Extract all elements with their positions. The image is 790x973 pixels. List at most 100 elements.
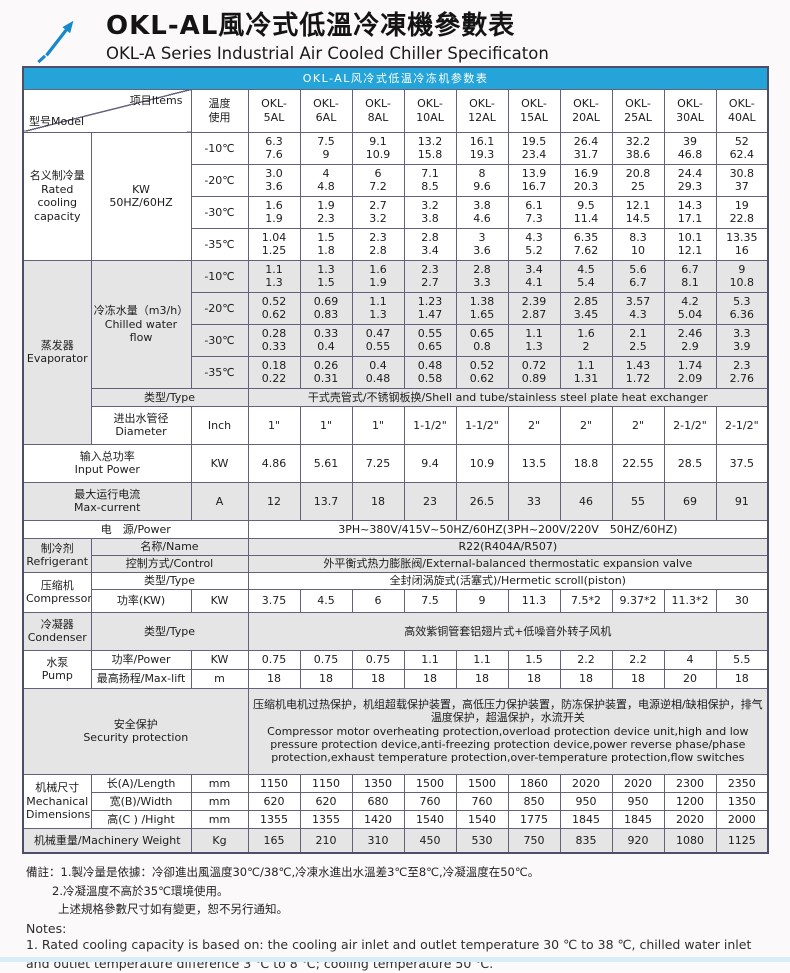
table-row: -35℃ 1.04 1.25 1.5 1.8 2.3 2.8 2.8 3.4 3 3.6 4… [23,227,769,261]
temp-label: -10℃ [190,131,249,165]
table-row: 最高扬程/Max-lift m 18 18 18 18 18 18 18 18 20 18 [23,668,769,689]
value-cell: 450 [403,827,457,854]
table-row: 电 源/Power 3PH~380V/415V~50HZ/60HZ(3PH~200… [22,519,769,539]
value-cell: 13.7 [299,481,353,521]
value-cell: 6.3 7.6 [247,131,301,165]
unit-inch: Inch [190,405,249,445]
notes-label: Notes: [26,921,67,937]
value-cell: 1" [299,405,353,445]
condenser-type-value: 高效紫铜管套铝翅片式+低噪音外转子风机 [247,611,769,651]
model-column-header: OKL- 30AL [663,88,717,133]
value-cell: 1150 [299,773,353,793]
item-length: 长(A)/Length [90,773,192,793]
item-compressor-type: 类型/Type [90,571,249,590]
value-cell: 850 [507,791,561,811]
value-cell: 760 [403,791,457,811]
value-cell: 1125 [715,827,769,854]
value-cell: 1845 [559,809,613,829]
value-cell: 3.8 4.6 [455,195,509,229]
value-cell: 1" [247,405,301,445]
model-column-header: OKL- 6AL [299,88,353,133]
value-cell: 1150 [247,773,301,793]
value-cell: 11.3 [507,588,561,613]
table-row: 高(C ) /Hight mm 1355 1355 1420 1540 1540 1775 18… [23,809,769,829]
temperature-use-header: 温度 使用 [190,88,249,133]
value-cell: 4.5 5.4 [559,259,613,293]
item-pump-max-lift: 最高扬程/Max-lift [90,668,192,689]
value-cell: 37.5 [715,443,769,483]
model-column-header: OKL- 12AL [455,88,509,133]
value-cell: 18.8 [559,443,613,483]
value-cell: 1.04 1.25 [247,227,301,261]
unit-mm: mm [190,773,249,793]
value-cell: 0.28 0.33 [247,323,301,357]
table-row: -30℃ 0.28 0.33 0.33 0.4 0.47 0.55 0.55 0.65 0… [23,323,769,357]
temp-label: -35℃ [190,227,249,261]
value-cell: 210 [299,827,353,854]
value-cell: 2.85 3.45 [559,291,613,325]
value-cell: 0.69 0.83 [299,291,353,325]
value-cell: 1200 [663,791,717,811]
value-cell: 11.3*2 [663,588,717,613]
unit-mm: mm [190,809,249,829]
section-rated-cooling-capacity: 名义制冷量 Rated cooling capacity [22,131,92,261]
value-cell: 2" [611,405,665,445]
table-row: 制冷剂 Refrigerant 名称/Name R22(R404A/R507) [22,537,769,573]
table-row: 机械重量/Machinery Weight Kg 165 210 310 450 530 75… [22,827,769,854]
value-cell: 18 [611,668,665,689]
table-row: 压缩机 Compressor 类型/Type 全封闭涡旋式(活塞式)/Hermeti… [22,571,769,613]
value-cell: 1.23 1.47 [403,291,457,325]
value-cell: 30 [715,588,769,613]
value-cell: 2.1 2.5 [611,323,665,357]
table-row: 功率(KW) KW 3.75 4.5 6 7.5 9 11.3 7.5*2 9.37*2 11.3*… [23,588,769,613]
value-cell: 2350 [715,773,769,793]
value-cell: 2.8 3.4 [403,227,457,261]
value-cell: 9.1 10.9 [351,131,405,165]
value-cell: 6.1 7.3 [507,195,561,229]
value-cell: 4 4.8 [299,163,353,197]
value-cell: 1540 [403,809,457,829]
value-cell: 1.74 2.09 [663,355,717,389]
spec-table-body: 名义制冷量 Rated cooling capacity KW 50HZ/60HZ… [22,131,769,854]
table-row: 输入总功率 Input Power KW 4.86 5.61 7.25 9.4 10.9 13… [22,443,769,483]
table-row: 水泵 Pump 功率/Power KW 0.75 0.75 0.75 1.1 1.1 1.5 2.… [22,649,769,689]
value-cell: 1.1 1.31 [559,355,613,389]
value-cell: 530 [455,827,509,854]
unit-kg: Kg [190,827,249,854]
table-row: 最大运行电流 Max-current A 12 13.7 18 23 26.5 33 46 55 6… [22,481,769,521]
section-max-current: 最大运行电流 Max-current [22,481,192,521]
value-cell: 4 [663,649,717,670]
value-cell: 620 [247,791,301,811]
value-cell: 760 [455,791,509,811]
value-cell: 28.5 [663,443,717,483]
value-cell: 2" [507,405,561,445]
value-cell: 3.75 [247,588,301,613]
note-zh-1: 備註：1.製冷量是依據：冷卻進出風溫度30℃/38℃,冷凍水進出水溫差3℃至8℃… [26,865,540,880]
value-cell: 1775 [507,809,561,829]
item-compressor-power: 功率(KW) [90,588,192,613]
temp-label: -10℃ [190,259,249,293]
value-cell: 69 [663,481,717,521]
value-cell: 2.7 3.2 [351,195,405,229]
value-cell: 6.35 7.62 [559,227,613,261]
value-cell: 22.55 [611,443,665,483]
value-cell: 6.7 8.1 [663,259,717,293]
value-cell: 1350 [715,791,769,811]
value-cell: 310 [351,827,405,854]
value-cell: 1860 [507,773,561,793]
value-cell: 920 [611,827,665,854]
value-cell: 620 [299,791,353,811]
table-row: 安全保护 Security protection 压缩机电机过热保护，机组超载保护… [22,687,769,775]
item-condenser-type: 类型/Type [90,611,249,651]
refrigerant-name-value: R22(R404A/R507) [247,537,769,556]
value-cell: 1420 [351,809,405,829]
value-cell: 1.6 1.9 [247,195,301,229]
value-cell: 8 9.6 [455,163,509,197]
section-refrigerant: 制冷剂 Refrigerant [22,537,92,573]
value-cell: 13.5 [507,443,561,483]
value-cell: 0.55 0.65 [403,323,457,357]
value-cell: 1.43 1.72 [611,355,665,389]
value-cell: 1.1 1.3 [507,323,561,357]
value-cell: 52 62.4 [715,131,769,165]
value-cell: 18 [455,668,509,689]
